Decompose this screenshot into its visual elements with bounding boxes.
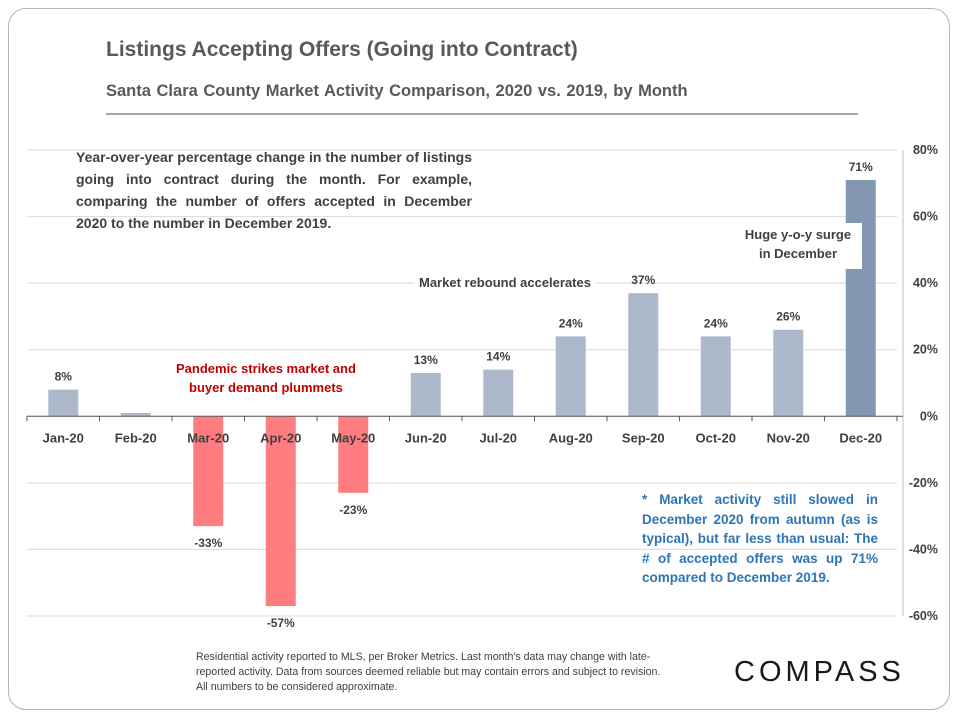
x-tick-label: May-20: [331, 430, 375, 445]
bar-may-20: [338, 416, 369, 493]
data-label: -23%: [339, 503, 367, 517]
rebound-annotation: Market rebound accelerates: [414, 275, 596, 290]
y-tick-label: 0%: [920, 409, 938, 423]
x-tick-label: Apr-20: [260, 430, 301, 445]
y-tick-label: -60%: [909, 609, 938, 623]
y-tick-label: 60%: [913, 210, 938, 224]
x-tick-label: Jun-20: [405, 430, 447, 445]
data-label: 37%: [631, 273, 655, 287]
x-tick-label: Oct-20: [696, 430, 736, 445]
data-label: 24%: [559, 316, 583, 330]
title-divider: [106, 113, 858, 115]
data-label: 26%: [776, 310, 800, 324]
x-tick-label: Sep-20: [622, 430, 665, 445]
data-label: 13%: [414, 353, 438, 367]
chart-description: Year-over-year percentage change in the …: [76, 149, 472, 231]
y-tick-label: 20%: [913, 343, 938, 357]
data-label: -57%: [267, 616, 295, 630]
x-tick-label: Jul-20: [479, 430, 517, 445]
x-tick-label: Nov-20: [767, 430, 810, 445]
pandemic-annotation: Pandemic strikes market and buyer demand…: [176, 361, 356, 395]
bar-jan-20: [48, 389, 79, 417]
data-label: -33%: [194, 536, 222, 550]
y-tick-label: 40%: [913, 276, 938, 290]
side-note: * Market activity still slowed in Decemb…: [642, 492, 878, 585]
x-tick-label: Feb-20: [115, 430, 157, 445]
data-label: 14%: [486, 350, 510, 364]
surge-annotation: Huge y-o-y surge in December: [736, 223, 862, 269]
bar-feb-20: [120, 412, 151, 417]
bar-nov-20: [773, 329, 804, 417]
compass-logo: COMPASS: [734, 656, 905, 688]
bar-mar-20: [193, 416, 224, 527]
data-label: 71%: [849, 160, 873, 174]
bar-sep-20: [628, 293, 659, 417]
page-title: Listings Accepting Offers (Going into Co…: [106, 38, 578, 61]
x-tick-label: Dec-20: [839, 430, 882, 445]
x-tick-label: Mar-20: [187, 430, 229, 445]
bar-aug-20: [555, 336, 586, 417]
y-tick-label: -40%: [909, 542, 938, 556]
y-tick-label: -20%: [909, 476, 938, 490]
footer-disclaimer: Residential activity reported to MLS, pe…: [196, 651, 661, 693]
bar-oct-20: [700, 336, 731, 417]
bar-dec-20: [845, 179, 876, 417]
page-subtitle: Santa Clara County Market Activity Compa…: [106, 82, 688, 100]
x-tick-label: Aug-20: [549, 430, 593, 445]
chart-frame: [8, 8, 950, 710]
bar-jun-20: [410, 373, 441, 417]
bar-apr-20: [265, 416, 296, 607]
x-tick-label: Jan-20: [43, 430, 84, 445]
y-tick-label: 80%: [913, 143, 938, 157]
data-label: 24%: [704, 316, 728, 330]
data-label: 8%: [55, 370, 73, 384]
bar-jul-20: [483, 369, 514, 417]
